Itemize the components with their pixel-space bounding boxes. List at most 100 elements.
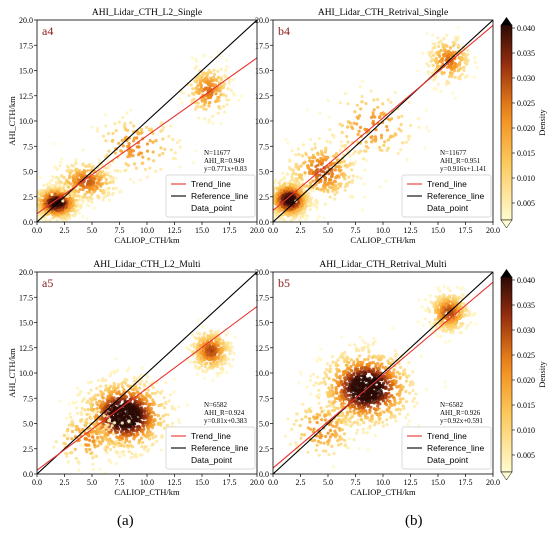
data-point bbox=[76, 171, 80, 175]
data-point bbox=[59, 203, 64, 207]
data-point bbox=[359, 417, 363, 421]
data-point bbox=[94, 454, 98, 458]
data-point bbox=[93, 397, 97, 401]
data-point bbox=[376, 361, 380, 365]
data-point bbox=[202, 103, 206, 107]
data-point bbox=[214, 362, 218, 366]
data-point bbox=[386, 138, 390, 142]
data-point bbox=[141, 401, 146, 406]
data-point bbox=[116, 169, 120, 173]
data-point bbox=[360, 100, 364, 104]
data-point bbox=[151, 398, 155, 402]
data-point bbox=[116, 443, 120, 448]
data-point bbox=[103, 425, 107, 429]
data-point bbox=[123, 418, 127, 422]
data-point bbox=[369, 405, 373, 409]
data-point bbox=[286, 141, 290, 145]
x-axis-label: CALIOP_CTH/km bbox=[350, 235, 416, 245]
data-point bbox=[151, 402, 155, 407]
data-point bbox=[199, 351, 203, 355]
data-point bbox=[357, 114, 362, 118]
data-point bbox=[161, 137, 165, 141]
data-point bbox=[101, 191, 105, 195]
data-point bbox=[121, 115, 125, 120]
data-point bbox=[378, 115, 382, 120]
data-point bbox=[460, 72, 464, 77]
x-tick-label: 12.5 bbox=[168, 478, 182, 487]
data-point bbox=[148, 166, 152, 170]
data-point bbox=[160, 434, 164, 438]
data-point bbox=[53, 206, 57, 211]
data-point bbox=[384, 366, 388, 370]
data-point bbox=[439, 89, 443, 94]
data-point bbox=[125, 369, 129, 373]
data-point bbox=[327, 386, 331, 390]
data-point bbox=[384, 379, 388, 383]
data-point bbox=[450, 53, 454, 57]
data-point bbox=[124, 162, 128, 166]
data-point bbox=[121, 412, 126, 416]
data-point bbox=[285, 183, 289, 187]
reference-line bbox=[273, 20, 493, 222]
data-point bbox=[114, 176, 118, 180]
data-point bbox=[446, 49, 450, 53]
data-point bbox=[147, 426, 151, 430]
y-tick-label: 7.5 bbox=[259, 142, 269, 151]
data-point bbox=[282, 177, 286, 181]
data-point bbox=[288, 198, 292, 202]
data-point bbox=[451, 44, 456, 48]
data-point bbox=[91, 177, 95, 181]
data-point bbox=[144, 380, 148, 384]
data-point bbox=[50, 185, 54, 189]
data-point bbox=[69, 204, 73, 208]
data-point bbox=[380, 148, 384, 152]
data-point bbox=[273, 212, 274, 216]
data-point bbox=[88, 180, 92, 184]
data-point bbox=[84, 443, 88, 447]
data-point bbox=[426, 71, 430, 75]
data-point bbox=[96, 196, 100, 200]
data-point bbox=[423, 146, 427, 150]
data-point bbox=[200, 363, 204, 368]
data-point bbox=[125, 409, 129, 413]
data-point bbox=[315, 217, 320, 221]
data-point bbox=[317, 388, 321, 392]
data-point bbox=[88, 401, 92, 406]
data-point bbox=[262, 184, 265, 187]
data-point bbox=[151, 411, 155, 415]
data-point bbox=[94, 393, 98, 397]
data-point bbox=[90, 163, 94, 167]
data-point bbox=[217, 105, 221, 109]
data-point bbox=[367, 350, 371, 354]
data-point bbox=[114, 387, 118, 391]
data-point bbox=[65, 437, 70, 441]
data-point bbox=[129, 121, 133, 125]
x-tick-label: 10.0 bbox=[140, 478, 154, 487]
data-point bbox=[75, 167, 79, 171]
data-point bbox=[211, 364, 215, 368]
data-point bbox=[144, 397, 148, 401]
data-point bbox=[214, 92, 218, 96]
data-point bbox=[191, 87, 195, 91]
data-point bbox=[224, 94, 228, 98]
data-point bbox=[214, 100, 218, 104]
data-point bbox=[140, 366, 144, 370]
data-point bbox=[377, 145, 382, 149]
data-point bbox=[122, 124, 126, 128]
data-point bbox=[439, 49, 443, 53]
data-point bbox=[60, 157, 64, 161]
data-point bbox=[359, 149, 363, 153]
data-point bbox=[129, 407, 133, 411]
data-point bbox=[282, 219, 286, 222]
data-point bbox=[101, 379, 105, 383]
data-point bbox=[120, 138, 124, 142]
data-point bbox=[149, 407, 153, 411]
data-point bbox=[340, 395, 344, 400]
data-point bbox=[98, 183, 102, 187]
data-point bbox=[216, 337, 220, 342]
panel-a4: 0.00.02.52.55.05.07.57.510.010.012.512.5… bbox=[7, 8, 264, 245]
data-point bbox=[281, 195, 286, 199]
x-tick-label: 2.5 bbox=[60, 226, 70, 235]
data-point bbox=[126, 163, 130, 167]
panel-tag: b4 bbox=[278, 24, 290, 38]
